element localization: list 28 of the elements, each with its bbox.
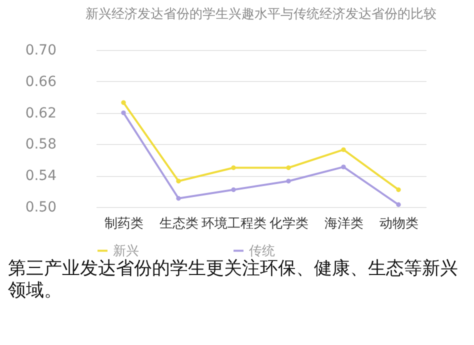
point — [176, 178, 181, 184]
point — [341, 147, 346, 152]
x-tick-label: 环境工程类 — [202, 216, 266, 232]
x-tick-label: 制药类 — [104, 216, 144, 232]
x-tick-label: 动物类 — [380, 216, 418, 232]
point — [121, 100, 126, 105]
y-tick-label: 0.54 — [25, 168, 57, 184]
y-tick-label: 0.50 — [25, 200, 56, 216]
x-tick-label: 生态类 — [160, 216, 198, 232]
point — [121, 110, 126, 116]
text: 第三产业发达省份的学生更关注环保、健康、生态等新兴领域。 — [8, 258, 459, 302]
point — [231, 187, 236, 192]
y-tick-label: 0.62 — [25, 105, 56, 122]
point — [341, 164, 346, 170]
point — [396, 202, 401, 207]
point — [286, 178, 291, 184]
legend-label: 传统 — [249, 244, 275, 259]
point — [231, 165, 236, 170]
y-tick-label: 0.70 — [25, 42, 56, 58]
x-tick-label: 海洋类 — [324, 216, 364, 232]
point — [286, 165, 291, 170]
point — [176, 196, 181, 201]
legend-label: 新兴 — [113, 244, 139, 259]
y-tick-label: 0.58 — [25, 136, 56, 153]
x-tick-label: 化学类 — [270, 216, 308, 232]
y-tick-label: 0.66 — [25, 74, 57, 90]
point — [396, 187, 401, 192]
chart-title: 新兴经济发达省份的学生兴趣水平与传统经济发达省份的比较 — [86, 7, 436, 22]
